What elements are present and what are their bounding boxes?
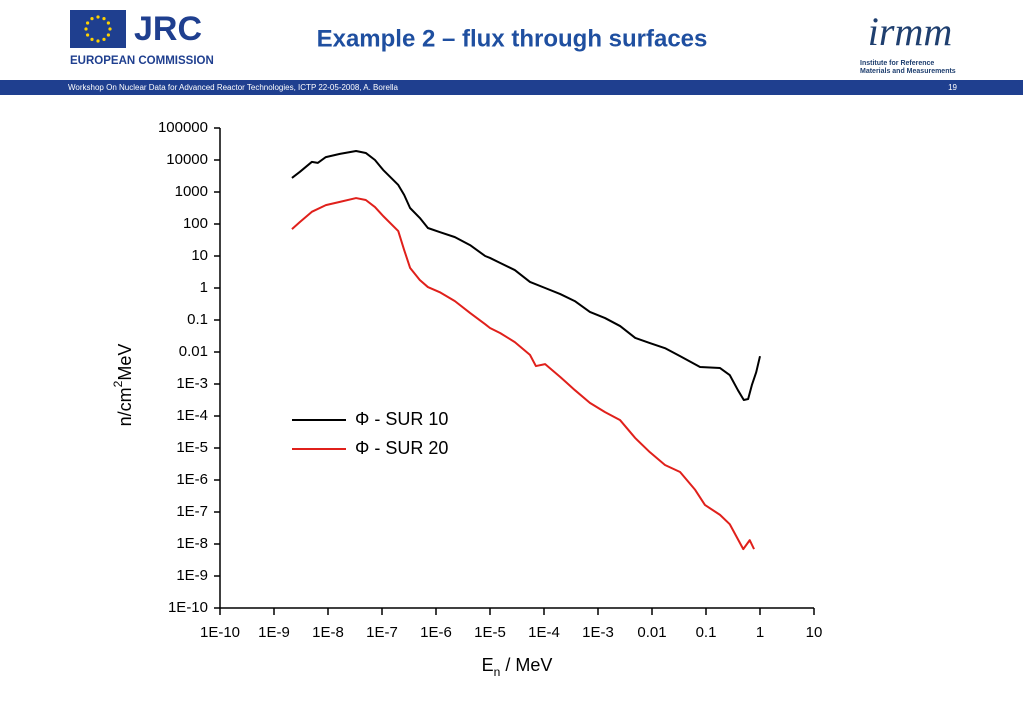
x-tick-label: 1E-8	[312, 624, 344, 641]
eu-star	[84, 27, 88, 31]
y-label-rest: MeV	[115, 344, 135, 381]
x-tick-label: 1E-10	[200, 624, 240, 641]
institute-line: Materials and Measurements	[860, 68, 956, 75]
x-label-sub: n	[494, 665, 501, 679]
eu-stars	[84, 15, 112, 43]
x-tick-label: 1E-7	[366, 624, 398, 641]
eu-star	[102, 17, 106, 21]
x-axis-label: En / MeV	[482, 655, 553, 679]
institute-line: Institute for Reference	[860, 60, 934, 67]
y-tick-label: 1E-4	[176, 407, 208, 424]
y-tick-label: 0.01	[179, 343, 208, 360]
legend-label: Φ - SUR 10	[355, 409, 448, 429]
y-tick-label: 10000	[166, 151, 208, 168]
y-tick-label: 1E-10	[168, 599, 208, 616]
y-tick-label: 0.1	[187, 311, 208, 328]
y-label-main: n/cm	[115, 387, 135, 426]
x-tick-label: 1E-9	[258, 624, 290, 641]
eu-star	[102, 37, 106, 41]
eu-star	[86, 33, 90, 37]
eu-star	[86, 21, 90, 25]
y-tick-label: 1E-8	[176, 535, 208, 552]
page-number: 19	[948, 83, 957, 92]
org-name: EUROPEAN COMMISSION	[70, 55, 214, 67]
y-tick-label: 100000	[158, 119, 208, 136]
x-label-main: E	[482, 655, 494, 675]
eu-star	[108, 27, 112, 31]
series-line	[291, 150, 761, 402]
x-tick-label: 1E-4	[528, 624, 560, 641]
y-axis-label: n/cm2MeV	[111, 344, 135, 427]
slide-title: Example 2 – flux through surfaces	[317, 25, 708, 52]
y-tick-label: 1E-7	[176, 503, 208, 520]
eu-star	[106, 33, 110, 37]
x-tick-label: 1E-6	[420, 624, 452, 641]
eu-star	[90, 17, 94, 21]
legend-label: Φ - SUR 20	[355, 438, 448, 458]
x-label-rest: / MeV	[500, 655, 552, 675]
x-tick-label: 10	[806, 624, 823, 641]
x-tick-label: 1E-3	[582, 624, 614, 641]
y-tick-label: 1	[200, 279, 208, 296]
eu-star	[96, 15, 100, 19]
y-tick-label: 100	[183, 215, 208, 232]
y-tick-label: 1E-3	[176, 375, 208, 392]
eu-star	[90, 37, 94, 41]
eu-star	[106, 21, 110, 25]
y-tick-label: 10	[191, 247, 208, 264]
footer-text: Workshop On Nuclear Data for Advanced Re…	[68, 83, 399, 92]
y-tick-label: 1E-6	[176, 471, 208, 488]
x-tick-label: 0.01	[637, 624, 666, 641]
y-tick-label: 1000	[175, 183, 208, 200]
eu-star	[96, 39, 100, 43]
y-tick-label: 1E-9	[176, 567, 208, 584]
y-label-sup: 2	[111, 380, 125, 387]
header-band	[0, 80, 1023, 95]
x-tick-label: 0.1	[696, 624, 717, 641]
irmm-logo: irmm	[868, 9, 952, 54]
series-line	[291, 197, 755, 551]
jrc-logo: JRC	[134, 10, 202, 48]
x-tick-label: 1	[756, 624, 764, 641]
x-tick-label: 1E-5	[474, 624, 506, 641]
y-tick-label: 1E-5	[176, 439, 208, 456]
